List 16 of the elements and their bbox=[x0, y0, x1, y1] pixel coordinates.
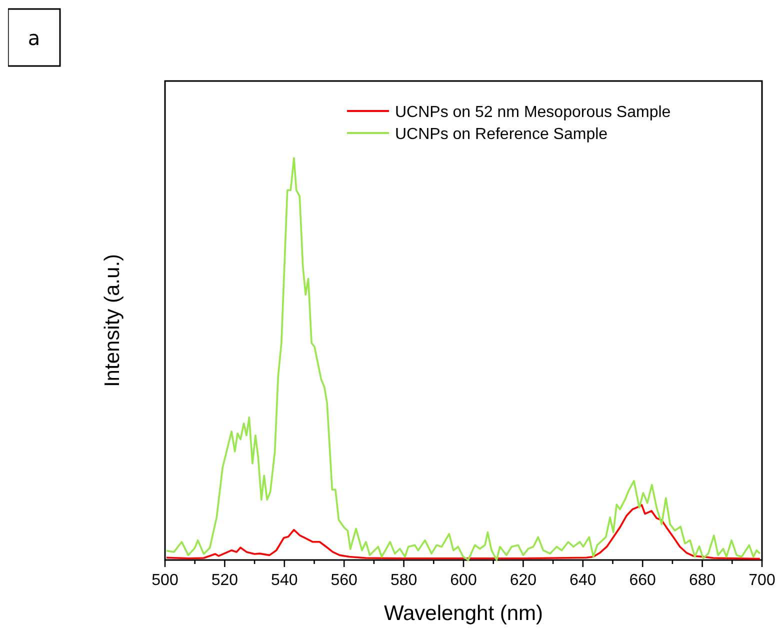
x-tick-label: 640 bbox=[570, 572, 596, 589]
x-tick-label: 580 bbox=[390, 572, 418, 589]
x-tick-label: 500 bbox=[152, 572, 178, 589]
x-tick-label: 620 bbox=[510, 572, 537, 589]
x-tick-label: 560 bbox=[330, 572, 358, 589]
text: a bbox=[28, 26, 40, 50]
y-axis-title: Intensity (a.u.) bbox=[101, 254, 124, 388]
x-tick-label: 540 bbox=[271, 572, 298, 589]
x-tick-label: 700 bbox=[748, 572, 776, 589]
legend-label: UCNPs on Reference Sample bbox=[395, 126, 608, 143]
x-axis-title: Wavelenght (nm) bbox=[384, 602, 544, 625]
x-tick-label: 600 bbox=[450, 572, 477, 589]
x-tick-label: 660 bbox=[629, 572, 656, 589]
legend-label: UCNPs on 52 nm Mesoporous Sample bbox=[395, 104, 671, 121]
x-tick-label: 680 bbox=[688, 572, 716, 589]
x-tick-label: 520 bbox=[211, 572, 238, 589]
